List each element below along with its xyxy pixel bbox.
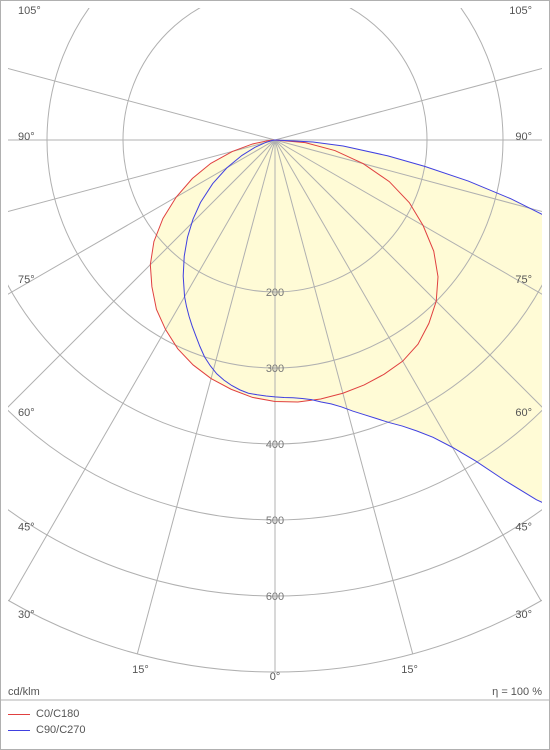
svg-text:45°: 45° [18, 521, 35, 533]
footer-eta-label: η = 100 % [492, 686, 542, 698]
svg-text:400: 400 [266, 439, 284, 451]
svg-text:60°: 60° [515, 407, 532, 419]
svg-text:300: 300 [266, 363, 284, 375]
legend-swatch [8, 730, 30, 731]
svg-text:30°: 30° [18, 609, 35, 621]
svg-text:90°: 90° [515, 131, 532, 143]
svg-text:60°: 60° [18, 407, 35, 419]
legend-swatch [8, 714, 30, 715]
polar-plot: 200 300 400 500 600 0° 15° 15° 30° 30° 45° 45° 60° 60… [0, 0, 550, 750]
svg-text:90°: 90° [18, 131, 35, 143]
legend-item-c90: C90/C270 [8, 724, 86, 736]
svg-text:200: 200 [266, 287, 284, 299]
legend-item-c0: C0/C180 [8, 708, 79, 720]
legend-label: C0/C180 [36, 708, 79, 720]
footer-unit-label: cd/klm [8, 686, 40, 698]
polar-chart-container: 200 300 400 500 600 0° 15° 15° 30° 30° 45° 45° 60° 60… [0, 0, 550, 750]
svg-text:75°: 75° [515, 274, 532, 286]
svg-text:600: 600 [266, 591, 284, 603]
svg-text:45°: 45° [515, 521, 532, 533]
svg-text:75°: 75° [18, 274, 35, 286]
svg-text:105°: 105° [18, 5, 41, 17]
svg-text:0°: 0° [270, 671, 281, 683]
svg-text:105°: 105° [509, 5, 532, 17]
svg-text:15°: 15° [401, 664, 418, 676]
svg-text:30°: 30° [515, 609, 532, 621]
svg-text:500: 500 [266, 515, 284, 527]
legend-label: C90/C270 [36, 724, 86, 736]
svg-text:15°: 15° [132, 664, 149, 676]
